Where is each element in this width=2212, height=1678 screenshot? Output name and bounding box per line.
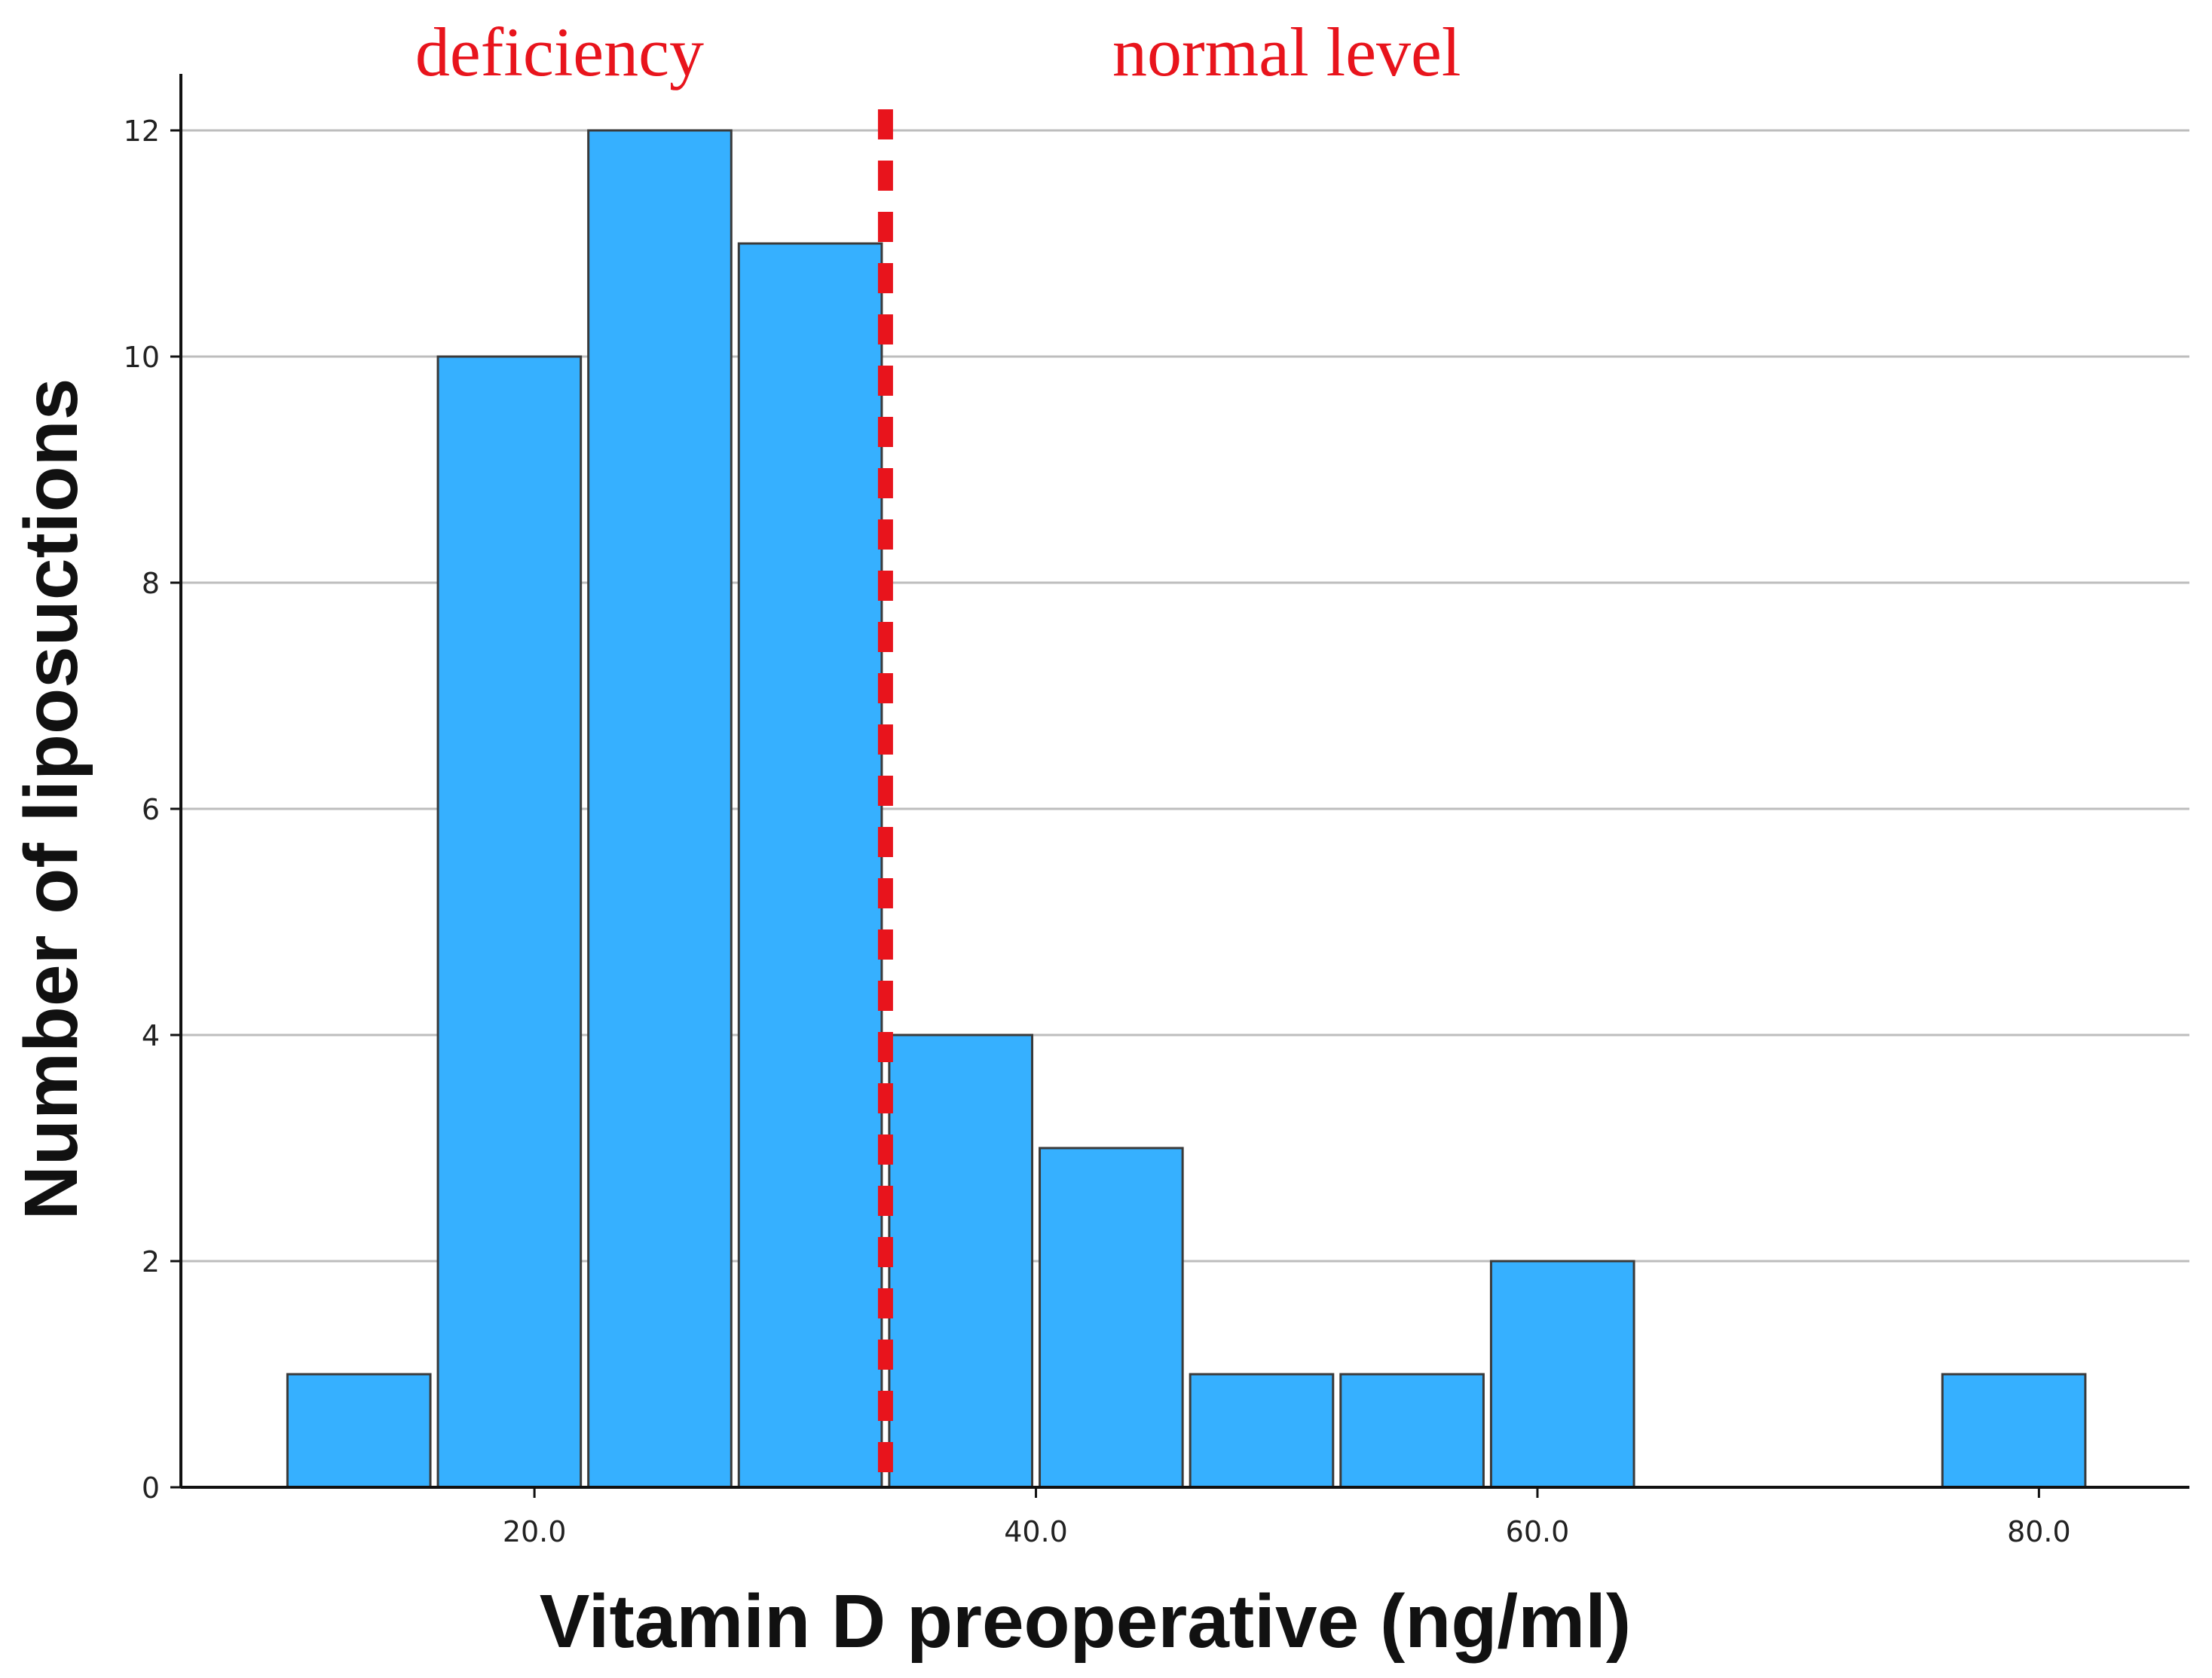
y-tick-label: 4 bbox=[142, 1019, 160, 1052]
y-tick-label: 2 bbox=[142, 1245, 160, 1278]
annotation-label: deficiency bbox=[415, 14, 704, 90]
y-axis-title: Number of liposuctions bbox=[9, 378, 93, 1220]
x-tick-label: 20.0 bbox=[503, 1515, 567, 1548]
histogram-bar bbox=[1941, 1373, 2087, 1489]
x-tick-label: 60.0 bbox=[1506, 1515, 1570, 1548]
axes bbox=[179, 74, 2189, 1489]
x-tick-label: 80.0 bbox=[2007, 1515, 2071, 1548]
x-axis-title: Vitamin D preoperative (ng/ml) bbox=[540, 1579, 1631, 1664]
histogram-bar bbox=[436, 355, 583, 1489]
y-tick-label: 6 bbox=[142, 793, 160, 826]
annotations: deficiency normal level bbox=[415, 14, 1461, 90]
histogram-bar bbox=[1039, 1147, 1184, 1489]
y-tick-label: 12 bbox=[124, 115, 160, 148]
histogram-bar bbox=[587, 129, 733, 1489]
histogram-bar bbox=[888, 1033, 1034, 1489]
histogram-bars bbox=[286, 129, 2087, 1489]
y-tick-label: 10 bbox=[124, 341, 160, 374]
y-axis-ticks: 0 2 4 6 8 10 12 bbox=[124, 115, 181, 1505]
annotation-label: normal level bbox=[1112, 14, 1461, 90]
histogram-bar bbox=[1489, 1260, 1635, 1489]
histogram-bar bbox=[286, 1373, 432, 1489]
y-tick-label: 8 bbox=[142, 567, 160, 600]
y-tick-label: 0 bbox=[142, 1471, 160, 1505]
histogram-bar bbox=[1189, 1373, 1335, 1489]
x-tick-label: 40.0 bbox=[1004, 1515, 1068, 1548]
histogram-bar bbox=[737, 242, 883, 1489]
x-axis-ticks: 20.0 40.0 60.0 80.0 bbox=[503, 1487, 2071, 1548]
histogram-bar bbox=[1339, 1373, 1485, 1489]
